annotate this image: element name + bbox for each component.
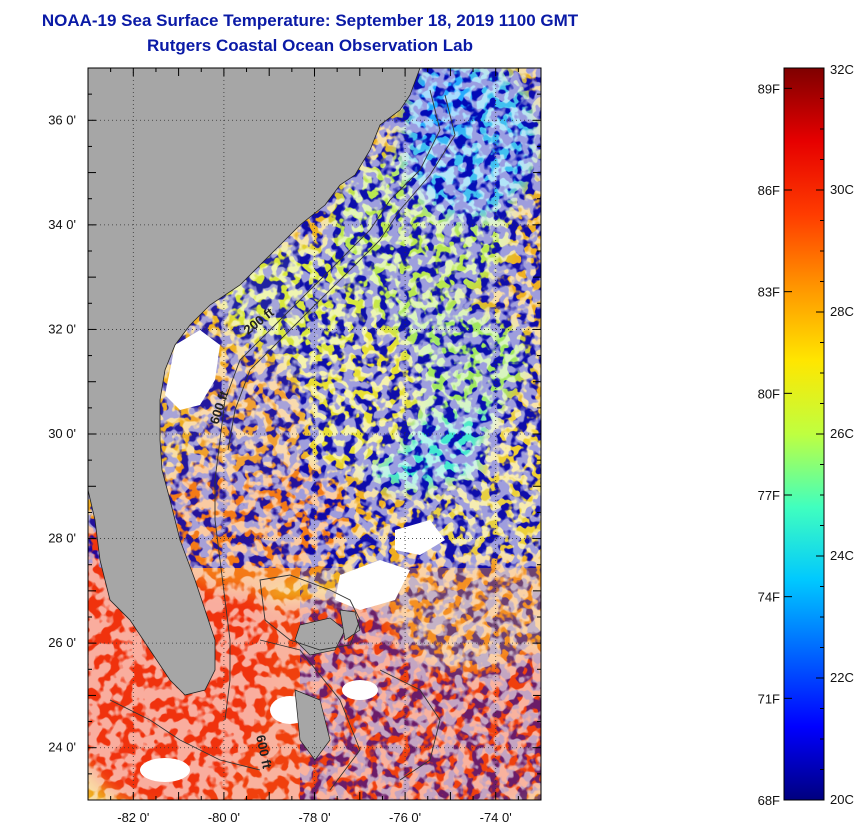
lon-tick-label: -76 0'	[389, 810, 421, 825]
lat-tick-label: 30 0'	[48, 426, 76, 441]
lat-tick-label: 34 0'	[48, 217, 76, 232]
longitude-axis: -82 0' -80 0' -78 0' -76 0' -74 0'	[117, 810, 512, 825]
title-line-1: NOAA-19 Sea Surface Temperature: Septemb…	[41, 11, 579, 30]
sst-plot-area: 200 ft 600 ft 600 ft	[88, 68, 541, 800]
colorbar-label-c: 32C	[830, 62, 854, 77]
colorbar-label-c: 22C	[830, 670, 854, 685]
lon-tick-label: -80 0'	[208, 810, 240, 825]
colorbar-label-f: 89F	[758, 81, 780, 96]
colorbar-label-c: 24C	[830, 548, 854, 563]
lat-tick-label: 36 0'	[48, 112, 76, 127]
lat-tick-label: 24 0'	[48, 740, 76, 755]
colorbar-label-f: 71F	[758, 691, 780, 706]
colorbar-ticks	[784, 67, 824, 801]
colorbar-label-f: 86F	[758, 183, 780, 198]
colorbar-label-f: 74F	[758, 590, 780, 605]
lat-tick-label: 32 0'	[48, 321, 76, 336]
latitude-axis: 36 0' 34 0' 32 0' 30 0' 28 0' 26 0' 24 0'	[48, 112, 76, 754]
colorbar-label-f: 83F	[758, 285, 780, 300]
colorbar-fahrenheit-labels: 89F 86F 83F 80F 77F 74F 71F 68F	[758, 81, 780, 808]
colorbar-celsius-labels: 32C 30C 28C 26C 24C 22C 20C	[830, 62, 854, 807]
contour-label-600ft-south: 600 ft	[253, 734, 275, 771]
map-title: NOAA-19 Sea Surface Temperature: Septemb…	[0, 8, 620, 58]
lon-tick-label: -74 0'	[480, 810, 512, 825]
frame-ticks	[87, 67, 542, 801]
colorbar-label-c: 20C	[830, 792, 854, 807]
land-us-southeast	[88, 68, 421, 696]
lon-tick-label: -82 0'	[117, 810, 149, 825]
colorbar-label-c: 30C	[830, 182, 854, 197]
title-line-2: Rutgers Coastal Ocean Observation Lab	[147, 36, 473, 55]
colorbar-label-c: 26C	[830, 426, 854, 441]
lat-tick-label: 28 0'	[48, 531, 76, 546]
bathymetry-contours	[109, 89, 456, 791]
colorbar-label-c: 28C	[830, 304, 854, 319]
colorbar-label-f: 68F	[758, 793, 780, 808]
lon-tick-label: -78 0'	[298, 810, 330, 825]
colorbar-label-f: 77F	[758, 488, 780, 503]
lat-tick-label: 26 0'	[48, 635, 76, 650]
colorbar-label-f: 80F	[758, 386, 780, 401]
